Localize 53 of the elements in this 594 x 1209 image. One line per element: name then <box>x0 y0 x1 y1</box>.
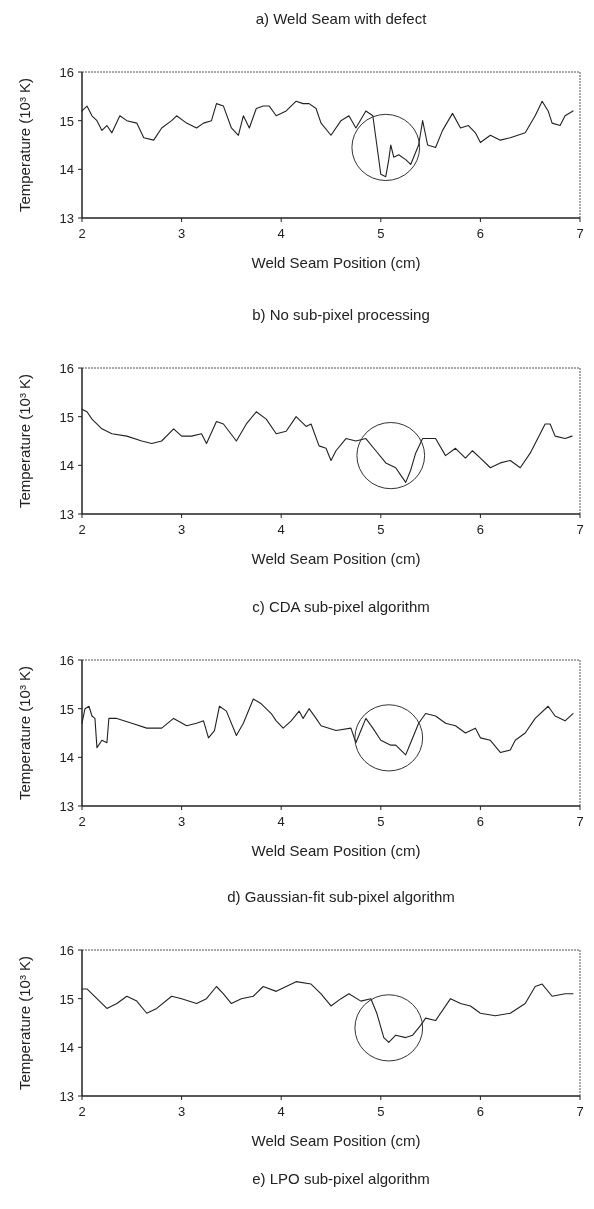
x-tick-label: 5 <box>377 522 385 537</box>
chart-title: b) No sub-pixel processing <box>252 306 430 323</box>
x-tick-label: 6 <box>476 522 485 537</box>
y-tick-label: 16 <box>59 653 74 668</box>
y-axis-title: Temperature (10³ K) <box>16 955 33 1091</box>
x-tick-label: 7 <box>576 226 584 241</box>
x-tick-label: 7 <box>576 522 584 537</box>
x-axis-title: Weld Seam Position (cm) <box>251 254 421 271</box>
x-tick-label: 7 <box>576 1104 584 1119</box>
y-tick-label: 15 <box>59 409 74 425</box>
chart-title: a) Weld Seam with defect <box>255 10 428 27</box>
x-tick-label: 4 <box>277 1104 285 1119</box>
x-tick-label: 6 <box>476 226 485 241</box>
y-tick-label: 16 <box>59 65 74 80</box>
x-tick-label: 7 <box>576 814 584 829</box>
x-tick-label: 3 <box>177 1104 186 1119</box>
y-tick-label: 14 <box>59 1040 74 1056</box>
x-tick-label: 5 <box>377 226 385 241</box>
x-tick-label: 6 <box>476 814 485 829</box>
y-tick-label: 13 <box>59 799 74 814</box>
y-tick-label: 15 <box>59 991 74 1007</box>
x-tick-label: 4 <box>277 226 285 241</box>
chart-title: c) CDA sub-pixel algorithm <box>252 598 430 615</box>
x-tick-label: 3 <box>177 814 186 829</box>
y-tick-label: 16 <box>59 943 74 958</box>
y-tick-label: 14 <box>59 750 74 766</box>
chart-title: d) Gaussian-fit sub-pixel algorithm <box>227 888 455 905</box>
x-tick-label: 2 <box>78 814 86 829</box>
y-tick-label: 15 <box>59 113 74 129</box>
y-tick-label: 13 <box>59 507 74 522</box>
x-tick-label: 2 <box>78 1104 86 1119</box>
x-axis-title: Weld Seam Position (cm) <box>251 550 421 567</box>
x-tick-label: 2 <box>78 522 86 537</box>
x-axis-title: Weld Seam Position (cm) <box>251 842 421 859</box>
y-tick-label: 13 <box>59 1089 74 1104</box>
y-axis-title: Temperature (10³ K) <box>16 373 33 509</box>
y-tick-label: 15 <box>59 701 74 717</box>
x-tick-label: 5 <box>377 1104 385 1119</box>
x-tick-label: 4 <box>277 814 285 829</box>
x-tick-label: 3 <box>177 226 186 241</box>
text: e) LPO sub-pixel algorithm <box>252 1170 430 1187</box>
y-axis-title: Temperature (10³ K) <box>16 665 33 801</box>
x-axis-title: Weld Seam Position (cm) <box>251 1132 421 1149</box>
x-tick-label: 4 <box>277 522 285 537</box>
y-tick-label: 16 <box>59 361 74 376</box>
x-tick-label: 2 <box>78 226 86 241</box>
y-axis-title: Temperature (10³ K) <box>16 77 33 213</box>
x-tick-label: 3 <box>177 522 186 537</box>
x-tick-label: 6 <box>476 1104 485 1119</box>
y-tick-label: 13 <box>59 211 74 226</box>
y-tick-label: 14 <box>59 458 74 474</box>
x-tick-label: 5 <box>377 814 385 829</box>
y-tick-label: 14 <box>59 162 74 178</box>
